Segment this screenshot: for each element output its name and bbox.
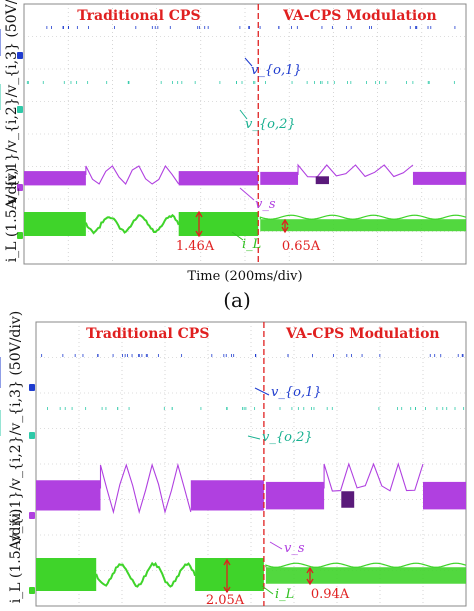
amplitude-arrowhead (306, 578, 314, 586)
trace-vo2 (0, 81, 455, 110)
trace-label-1: v_{o,1} (251, 63, 302, 78)
trace-vs-band (423, 481, 466, 510)
trace-vs-steps (85, 164, 180, 185)
trace-label-arrow (239, 187, 255, 201)
channel-marker-3 (17, 184, 23, 191)
trace-label-4: i_L (242, 237, 261, 252)
amplitude-arrowhead (223, 558, 231, 566)
trace-iL-band (178, 212, 259, 236)
trace-vs-steps (99, 462, 192, 515)
trace-label-3: v_s (255, 197, 276, 212)
amplitude-arrowhead (223, 586, 231, 594)
y-axis-label-current: i_L (1.5A/div) (4, 168, 20, 263)
amplitude-arrowhead (281, 226, 289, 234)
trace-iL-band (36, 558, 97, 591)
channel-marker-4 (17, 232, 23, 239)
channel-marker-2 (29, 432, 35, 439)
trace-vs-band (190, 480, 264, 511)
trace-vs-steps (297, 163, 414, 178)
trace-label-arrow (244, 57, 253, 67)
panel-a-caption: (a) (223, 288, 251, 312)
amplitude-arrowhead (306, 566, 314, 574)
x-axis-label: Time (200ms/div) (187, 269, 302, 284)
amplitude-label-1: 1.46A (176, 239, 215, 254)
amplitude-arrowhead (195, 230, 203, 238)
trace-vs-band (412, 171, 466, 185)
channel-marker-1 (29, 384, 35, 391)
channel-marker-4 (29, 587, 35, 594)
amplitude-label-2: 0.65A (282, 239, 321, 254)
amplitude-arrowhead (195, 210, 203, 218)
trace-label-4: i_L (275, 587, 294, 602)
channel-marker-1 (17, 52, 23, 59)
y-axis-label-voltage: v_{i,1}/v_{i,2}/v_{i,3} (50V/div) (8, 311, 24, 542)
trace-iL (36, 558, 467, 591)
trace-label-3: v_s (284, 541, 305, 556)
region-right-title: VA-CPS Modulation (282, 8, 437, 24)
trace-label-arrow (261, 585, 274, 595)
trace-label-arrow (247, 435, 261, 440)
trace-label-2: v_{o,2} (262, 430, 313, 445)
region-right-title: VA-CPS Modulation (285, 326, 440, 342)
region-left-title: Traditional CPS (77, 8, 200, 24)
trace-iL (24, 212, 467, 236)
trace-vs (36, 462, 466, 515)
amplitude-arrowhead (281, 218, 289, 226)
trace-label-arrow (239, 109, 248, 120)
trace-vs-band (24, 171, 86, 186)
trace-vo1 (0, 354, 464, 388)
trace-vs-band (36, 480, 101, 511)
trace-vs-dark-patch (315, 176, 329, 185)
trace-vs-band (178, 171, 259, 186)
trace-vs-band (260, 171, 299, 185)
trace-label-1: v_{o,1} (271, 385, 322, 400)
region-left-title: Traditional CPS (86, 326, 209, 342)
trace-label-arrow (269, 541, 283, 550)
scope-panel-a: Traditional CPS VA-CPS Modulation v_{o,1} v… (0, 0, 474, 300)
amplitude-label-2: 0.94A (311, 587, 350, 602)
trace-iL-ripple (265, 562, 467, 568)
trace-vs-band (265, 481, 325, 510)
trace-vo2 (0, 407, 465, 436)
trace-iL-band-right (265, 567, 466, 584)
y-axis-label-voltage: v_{i,1}/v_{i,2}/v_{i,3} (50V/div) (4, 0, 20, 204)
trace-vs-dark-patch (341, 491, 355, 508)
channel-marker-3 (29, 512, 35, 519)
trace-iL-ripple (259, 214, 467, 220)
channel-marker-2 (17, 106, 23, 113)
trace-label-2: v_{o,2} (245, 117, 296, 132)
oscilloscope-plot-a: Traditional CPS VA-CPS Modulationv_{o,1}v… (0, 0, 467, 284)
trace-label-arrow (231, 231, 244, 241)
trace-label-arrow (254, 387, 270, 396)
trace-vo1 (0, 26, 456, 56)
oscilloscope-plot-b: Traditional CPS VA-CPS Modulationv_{o,1}v… (0, 311, 467, 608)
trace-iL-wave (95, 561, 197, 588)
trace-iL-band (24, 212, 86, 236)
trace-vs (24, 163, 466, 186)
y-axis-label-current: i_L (1.5A/div) (8, 509, 24, 604)
trace-iL-wave (84, 213, 180, 235)
trace-vs-steps (323, 462, 424, 492)
trace-iL-band-right (260, 219, 466, 232)
scope-panel-b: Traditional CPS VA-CPS Modulation v_{o,1} v… (0, 311, 474, 611)
amplitude-label-1: 2.05A (206, 593, 245, 608)
